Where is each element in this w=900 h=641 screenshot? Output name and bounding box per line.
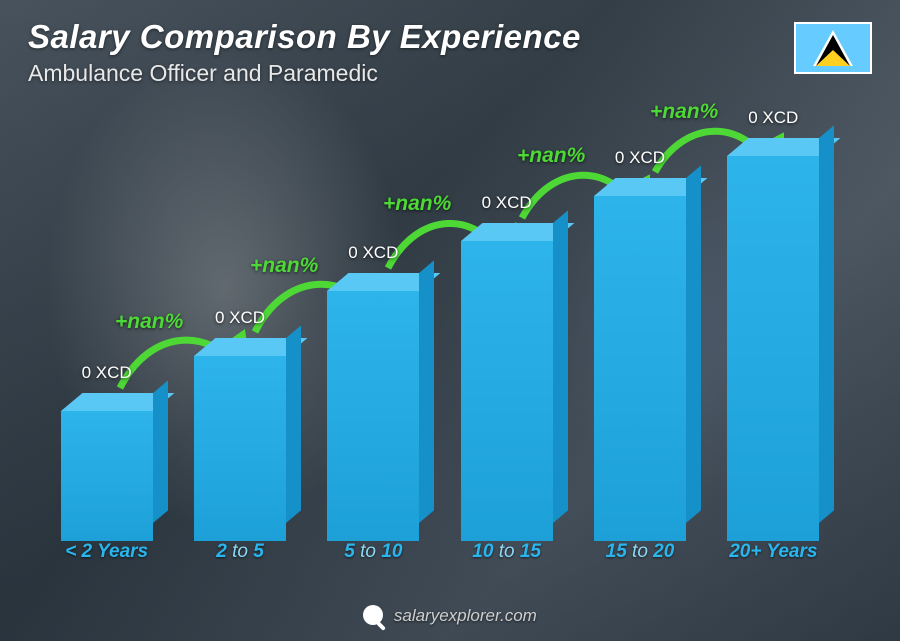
- magnifier-icon: [363, 605, 383, 625]
- footer-site: salaryexplorer.com: [394, 606, 537, 625]
- chart-container: Salary Comparison By Experience Ambulanc…: [0, 0, 900, 641]
- title-block: Salary Comparison By Experience Ambulanc…: [28, 18, 581, 87]
- country-flag-icon: [794, 22, 872, 74]
- x-label-4: 15 to 20: [573, 541, 706, 571]
- bar-0: [61, 411, 153, 541]
- bar-value-5: 0 XCD: [748, 108, 798, 128]
- bar-value-3: 0 XCD: [482, 193, 532, 213]
- bar-3: [461, 241, 553, 541]
- chart-area: +nan% +nan% +nan% +nan% +nan% 0 XCD 0 XC…: [40, 110, 840, 571]
- x-label-2: 5 to 10: [307, 541, 440, 571]
- bar-value-4: 0 XCD: [615, 148, 665, 168]
- x-label-5: 20+ Years: [707, 541, 840, 571]
- bar-1: [194, 356, 286, 541]
- bar-value-1: 0 XCD: [215, 308, 265, 328]
- bar-slot-2: 0 XCD: [307, 110, 440, 541]
- x-label-0: < 2 Years: [40, 541, 173, 571]
- bar-slot-5: 0 XCD: [707, 110, 840, 541]
- bar-2: [327, 291, 419, 541]
- bar-4: [594, 196, 686, 541]
- bar-5: [727, 156, 819, 541]
- x-axis-labels: < 2 Years 2 to 5 5 to 10 10 to 15 15 to …: [40, 541, 840, 571]
- chart-title: Salary Comparison By Experience: [28, 18, 581, 56]
- bar-slot-1: 0 XCD: [173, 110, 306, 541]
- bar-slot-4: 0 XCD: [573, 110, 706, 541]
- x-label-3: 10 to 15: [440, 541, 573, 571]
- bars-row: 0 XCD 0 XCD 0 XCD: [40, 110, 840, 541]
- bar-slot-0: 0 XCD: [40, 110, 173, 541]
- chart-subtitle: Ambulance Officer and Paramedic: [28, 60, 581, 87]
- footer: salaryexplorer.com: [0, 606, 900, 627]
- x-label-1: 2 to 5: [173, 541, 306, 571]
- bar-slot-3: 0 XCD: [440, 110, 573, 541]
- bar-value-2: 0 XCD: [348, 243, 398, 263]
- bar-value-0: 0 XCD: [82, 363, 132, 383]
